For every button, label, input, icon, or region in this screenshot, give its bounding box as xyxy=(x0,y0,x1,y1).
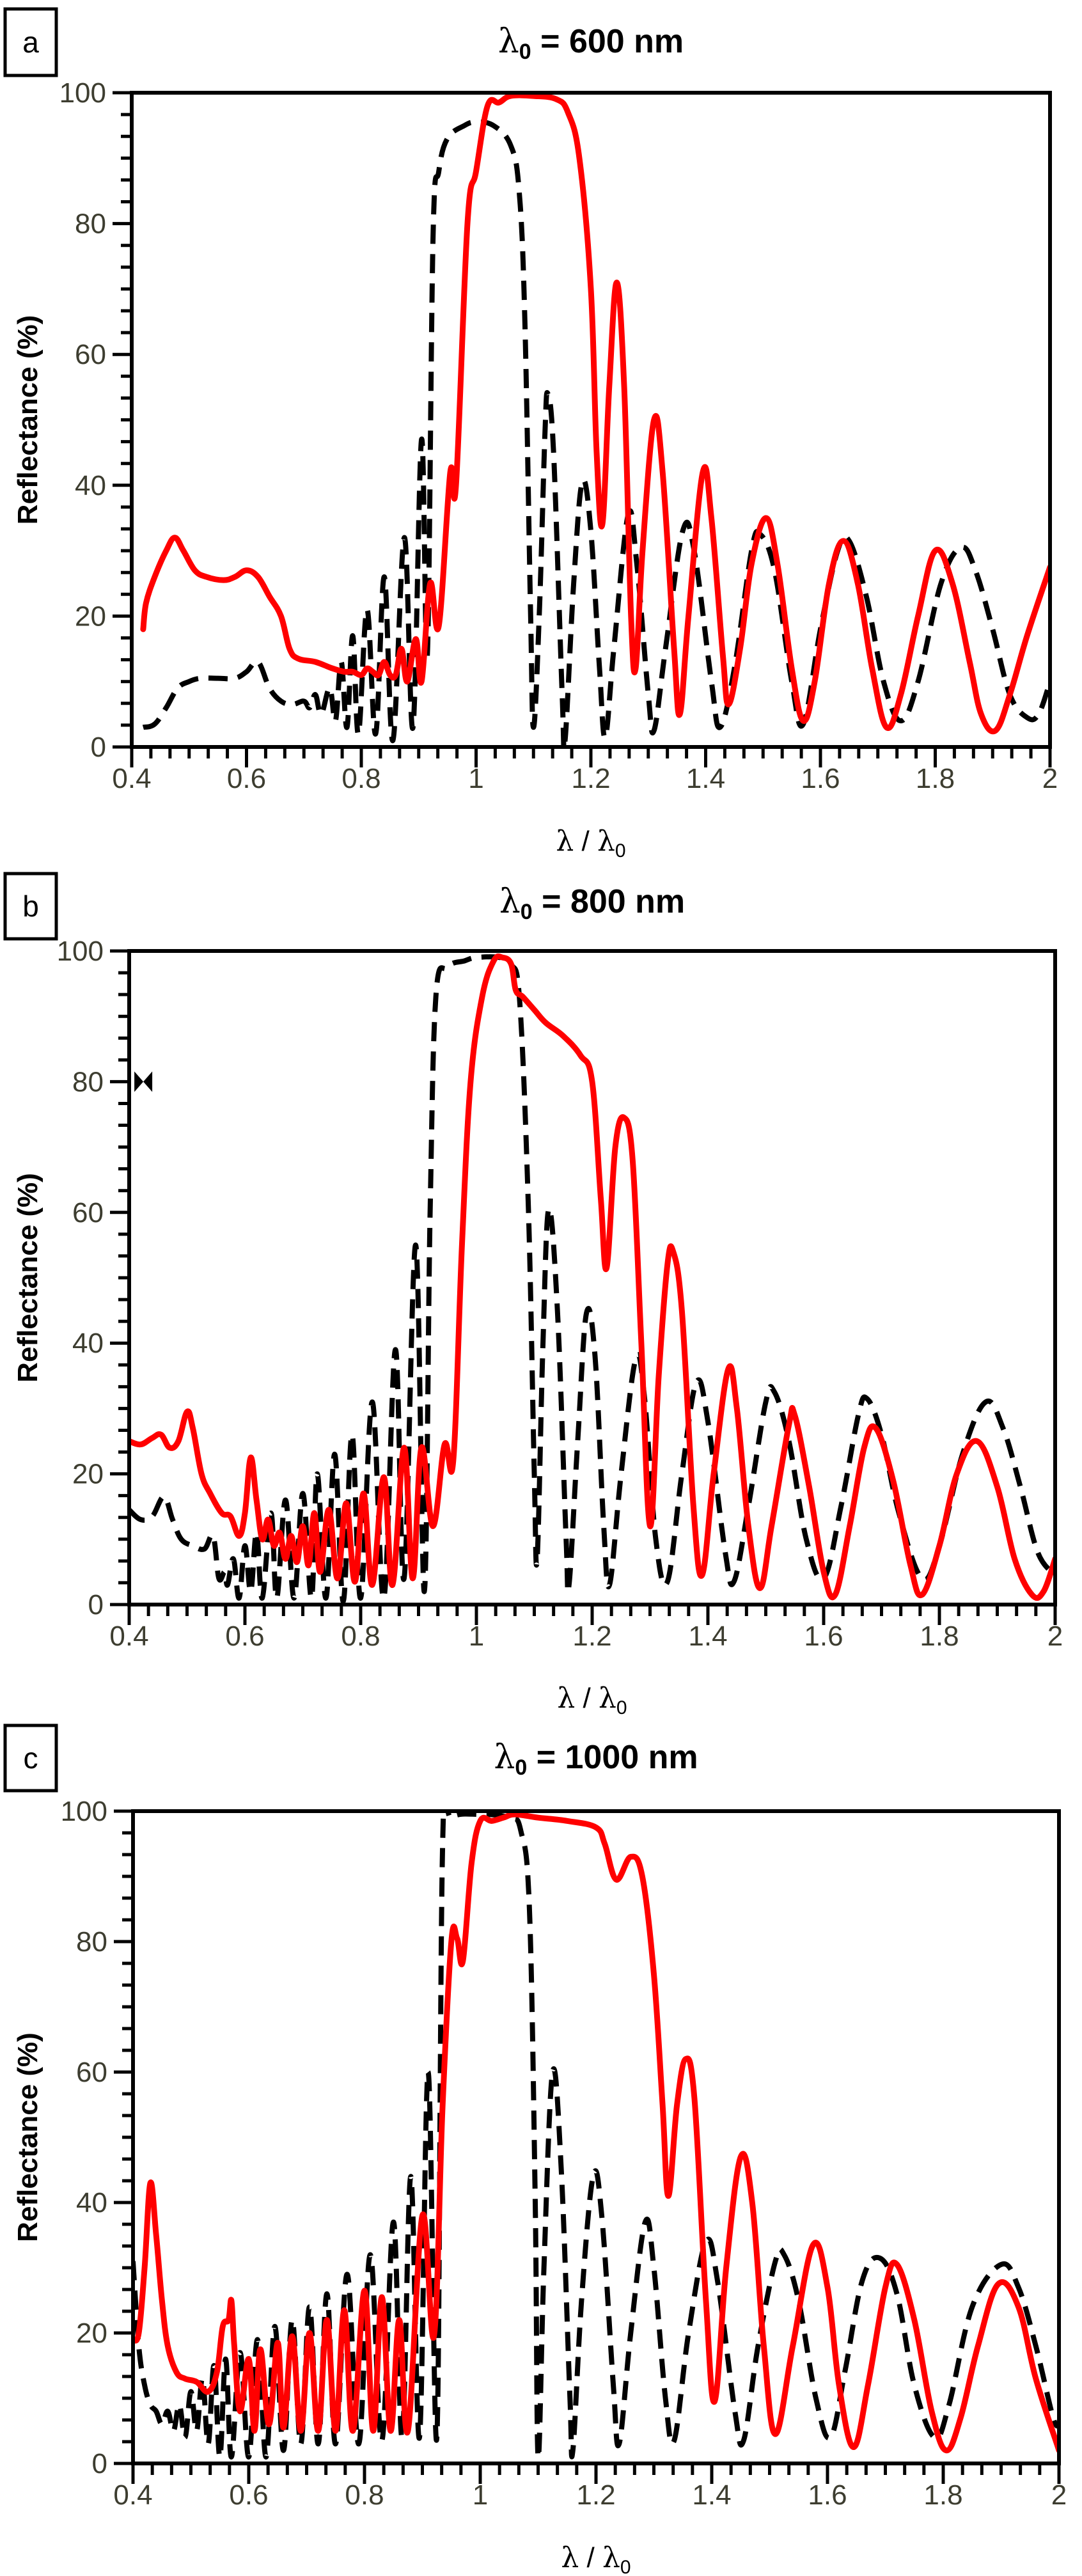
x-tick-label: 0.6 xyxy=(227,763,266,794)
y-tick-label: 80 xyxy=(76,1926,107,1958)
y-tick-label: 0 xyxy=(92,2448,107,2479)
x-label-lambda0: λ xyxy=(599,1682,616,1715)
series-line-solid xyxy=(133,1811,1059,2454)
x-label-lambda0: λ xyxy=(602,2541,620,2574)
bowtie-marker-icon xyxy=(134,1071,153,1092)
x-label-lambda: λ xyxy=(557,1682,575,1715)
x-label-subscript: 0 xyxy=(616,1697,627,1718)
x-label-sep: / xyxy=(574,826,597,857)
x-tick-label: 1.8 xyxy=(916,763,955,794)
y-tick-label: 100 xyxy=(57,936,104,967)
series-group xyxy=(133,1810,1059,2460)
title-subscript: 0 xyxy=(519,40,531,64)
x-tick-label: 2 xyxy=(1042,763,1058,794)
y-axis-label: Reflectance (%) xyxy=(12,1173,43,1383)
x-axis-label: λ / λ0 xyxy=(557,1682,627,1718)
panel-label-box xyxy=(3,7,58,77)
x-tick-label: 0.6 xyxy=(225,1621,264,1652)
y-tick-label: 40 xyxy=(75,470,106,501)
x-tick-label: 0.4 xyxy=(112,763,151,794)
title-lambda: λ xyxy=(494,1738,515,1777)
y-tick-label: 60 xyxy=(75,339,106,370)
x-label-subscript: 0 xyxy=(620,2557,631,2576)
y-tick-label: 80 xyxy=(72,1066,104,1097)
panel-label: c xyxy=(24,1741,38,1775)
x-tick-label: 0.8 xyxy=(341,763,380,794)
chart-title: λ0 = 800 nm xyxy=(499,883,685,924)
y-tick-label: 20 xyxy=(72,1459,104,1490)
x-label-subscript: 0 xyxy=(615,840,626,861)
x-label-lambda0: λ xyxy=(597,825,615,858)
x-tick-label: 1.6 xyxy=(804,1621,843,1652)
x-tick-label: 1.2 xyxy=(571,763,610,794)
y-axis-label: Reflectance (%) xyxy=(12,2032,43,2242)
series-line-dashed xyxy=(129,954,1055,1604)
x-tick-label: 1 xyxy=(473,2479,488,2511)
y-tick-label: 80 xyxy=(75,208,106,240)
panel-label: a xyxy=(22,26,39,59)
y-tick-label: 100 xyxy=(59,77,106,109)
x-tick-label: 0.4 xyxy=(109,1621,148,1652)
series-line-solid xyxy=(129,953,1055,1601)
panel-label: b xyxy=(22,890,39,923)
x-tick-label: 2 xyxy=(1047,1621,1063,1652)
series-line-dashed xyxy=(133,1810,1059,2460)
chart-title: λ0 = 1000 nm xyxy=(494,1738,698,1780)
y-axis-label: Reflectance (%) xyxy=(12,315,43,525)
title-subscript: 0 xyxy=(521,900,533,924)
x-label-lambda: λ xyxy=(561,2541,579,2574)
x-tick-label: 1.8 xyxy=(920,1621,959,1652)
y-tick-label: 20 xyxy=(76,2318,107,2349)
y-tick-label: 100 xyxy=(61,1796,107,1827)
plot-frame xyxy=(127,949,1057,1606)
y-tick-label: 60 xyxy=(72,1197,104,1229)
y-tick-label: 0 xyxy=(91,732,106,763)
x-tick-label: 1.4 xyxy=(686,763,725,794)
x-tick-label: 1.2 xyxy=(572,1621,611,1652)
y-tick-label: 20 xyxy=(75,601,106,632)
x-tick-label: 1 xyxy=(468,763,483,794)
title-subscript: 0 xyxy=(515,1755,527,1780)
x-tick-label: 2 xyxy=(1051,2479,1067,2511)
x-tick-label: 0.6 xyxy=(229,2479,268,2511)
x-axis-label: λ / λ0 xyxy=(556,825,625,861)
x-tick-label: 0.4 xyxy=(113,2479,152,2511)
panel-label-box xyxy=(3,1724,58,1793)
x-tick-label: 1 xyxy=(469,1621,484,1652)
y-tick-label: 0 xyxy=(88,1589,104,1621)
x-axis-label: λ / λ0 xyxy=(561,2541,631,2576)
series-group xyxy=(140,92,1050,747)
x-tick-label: 1.6 xyxy=(801,763,840,794)
x-tick-label: 1.2 xyxy=(576,2479,615,2511)
title-lambda: λ xyxy=(499,883,521,921)
x-tick-label: 0.8 xyxy=(341,1621,380,1652)
title-text: = 600 nm xyxy=(531,23,684,60)
title-text: = 800 nm xyxy=(533,883,685,920)
series-group xyxy=(129,953,1055,1604)
y-tick-label: 40 xyxy=(76,2187,107,2219)
title-text: = 1000 nm xyxy=(527,1739,698,1776)
panel-label-box xyxy=(3,872,58,941)
x-tick-label: 1.4 xyxy=(688,1621,727,1652)
x-label-sep: / xyxy=(575,1683,599,1714)
series-line-dashed xyxy=(142,119,1050,747)
x-label-sep: / xyxy=(579,2542,602,2573)
title-lambda: λ xyxy=(498,22,519,61)
chart-title: λ0 = 600 nm xyxy=(498,22,684,64)
x-tick-label: 1.6 xyxy=(808,2479,847,2511)
series-line-solid xyxy=(140,92,1050,735)
x-label-lambda: λ xyxy=(556,825,574,858)
x-tick-label: 0.8 xyxy=(345,2479,384,2511)
y-tick-label: 40 xyxy=(72,1328,104,1359)
x-tick-label: 1.4 xyxy=(692,2479,731,2511)
y-tick-label: 60 xyxy=(76,2057,107,2088)
x-tick-label: 1.8 xyxy=(923,2479,962,2511)
